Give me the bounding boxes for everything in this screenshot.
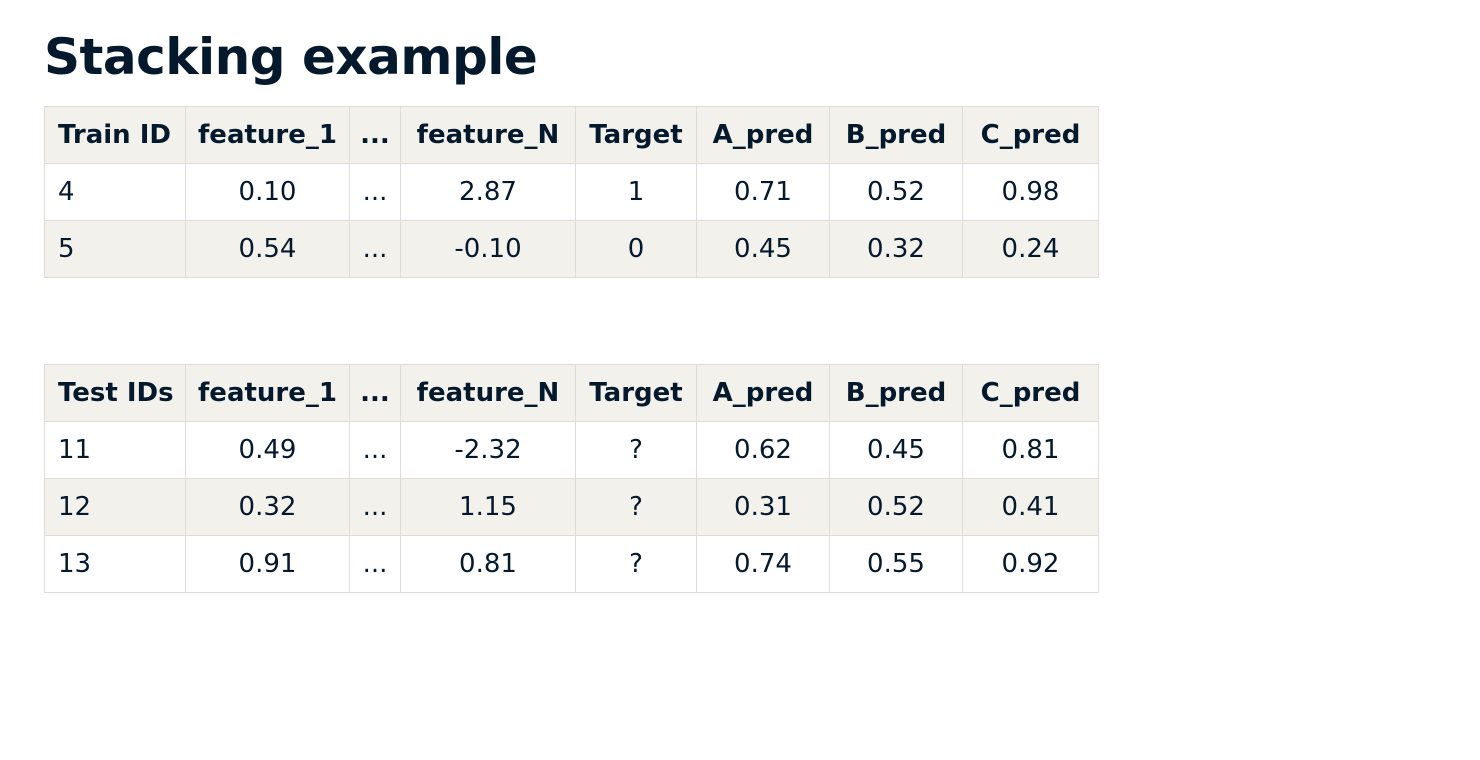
cell-b-pred: 0.45 <box>829 421 963 479</box>
cell-feature-n: 2.87 <box>400 163 576 221</box>
table-row: 5 0.54 ... -0.10 0 0.45 0.32 0.24 <box>44 220 1099 278</box>
cell-a-pred: 0.71 <box>696 163 830 221</box>
cell-b-pred: 0.52 <box>829 163 963 221</box>
slide-title: Stacking example <box>44 28 538 86</box>
test-header-c-pred: C_pred <box>962 364 1099 422</box>
train-header-feature-1: feature_1 <box>185 106 350 164</box>
cell-ellipsis: ... <box>349 421 401 479</box>
train-header-row: Train ID feature_1 ... feature_N Target … <box>44 106 1099 164</box>
cell-feature-1: 0.91 <box>185 535 350 593</box>
cell-b-pred: 0.32 <box>829 220 963 278</box>
cell-b-pred: 0.52 <box>829 478 963 536</box>
cell-id: 13 <box>44 535 186 593</box>
cell-c-pred: 0.98 <box>962 163 1099 221</box>
cell-feature-1: 0.32 <box>185 478 350 536</box>
test-header-feature-n: feature_N <box>400 364 576 422</box>
cell-a-pred: 0.45 <box>696 220 830 278</box>
cell-target: 1 <box>575 163 697 221</box>
table-row: 13 0.91 ... 0.81 ? 0.74 0.55 0.92 <box>44 535 1099 593</box>
cell-id: 11 <box>44 421 186 479</box>
cell-c-pred: 0.92 <box>962 535 1099 593</box>
cell-c-pred: 0.81 <box>962 421 1099 479</box>
cell-target: ? <box>575 535 697 593</box>
cell-ellipsis: ... <box>349 163 401 221</box>
cell-feature-n: -2.32 <box>400 421 576 479</box>
train-header-target: Target <box>575 106 697 164</box>
cell-feature-1: 0.54 <box>185 220 350 278</box>
test-header-a-pred: A_pred <box>696 364 830 422</box>
cell-id: 5 <box>44 220 186 278</box>
cell-a-pred: 0.31 <box>696 478 830 536</box>
cell-ellipsis: ... <box>349 220 401 278</box>
cell-b-pred: 0.55 <box>829 535 963 593</box>
cell-target: 0 <box>575 220 697 278</box>
test-table: Test IDs feature_1 ... feature_N Target … <box>44 364 1099 593</box>
cell-feature-1: 0.10 <box>185 163 350 221</box>
table-row: 11 0.49 ... -2.32 ? 0.62 0.45 0.81 <box>44 421 1099 479</box>
train-header-id: Train ID <box>44 106 186 164</box>
test-header-b-pred: B_pred <box>829 364 963 422</box>
train-header-c-pred: C_pred <box>962 106 1099 164</box>
test-header-feature-1: feature_1 <box>185 364 350 422</box>
train-header-b-pred: B_pred <box>829 106 963 164</box>
train-table: Train ID feature_1 ... feature_N Target … <box>44 106 1099 278</box>
train-header-a-pred: A_pred <box>696 106 830 164</box>
cell-ellipsis: ... <box>349 535 401 593</box>
cell-ellipsis: ... <box>349 478 401 536</box>
cell-a-pred: 0.74 <box>696 535 830 593</box>
cell-feature-n: 0.81 <box>400 535 576 593</box>
cell-feature-n: 1.15 <box>400 478 576 536</box>
table-row: 4 0.10 ... 2.87 1 0.71 0.52 0.98 <box>44 163 1099 221</box>
train-header-feature-n: feature_N <box>400 106 576 164</box>
cell-target: ? <box>575 478 697 536</box>
test-header-target: Target <box>575 364 697 422</box>
train-header-ellipsis: ... <box>349 106 401 164</box>
test-header-ellipsis: ... <box>349 364 401 422</box>
cell-id: 12 <box>44 478 186 536</box>
test-header-row: Test IDs feature_1 ... feature_N Target … <box>44 364 1099 422</box>
cell-feature-n: -0.10 <box>400 220 576 278</box>
cell-feature-1: 0.49 <box>185 421 350 479</box>
cell-a-pred: 0.62 <box>696 421 830 479</box>
cell-c-pred: 0.41 <box>962 478 1099 536</box>
cell-target: ? <box>575 421 697 479</box>
table-row: 12 0.32 ... 1.15 ? 0.31 0.52 0.41 <box>44 478 1099 536</box>
cell-id: 4 <box>44 163 186 221</box>
test-header-id: Test IDs <box>44 364 186 422</box>
cell-c-pred: 0.24 <box>962 220 1099 278</box>
